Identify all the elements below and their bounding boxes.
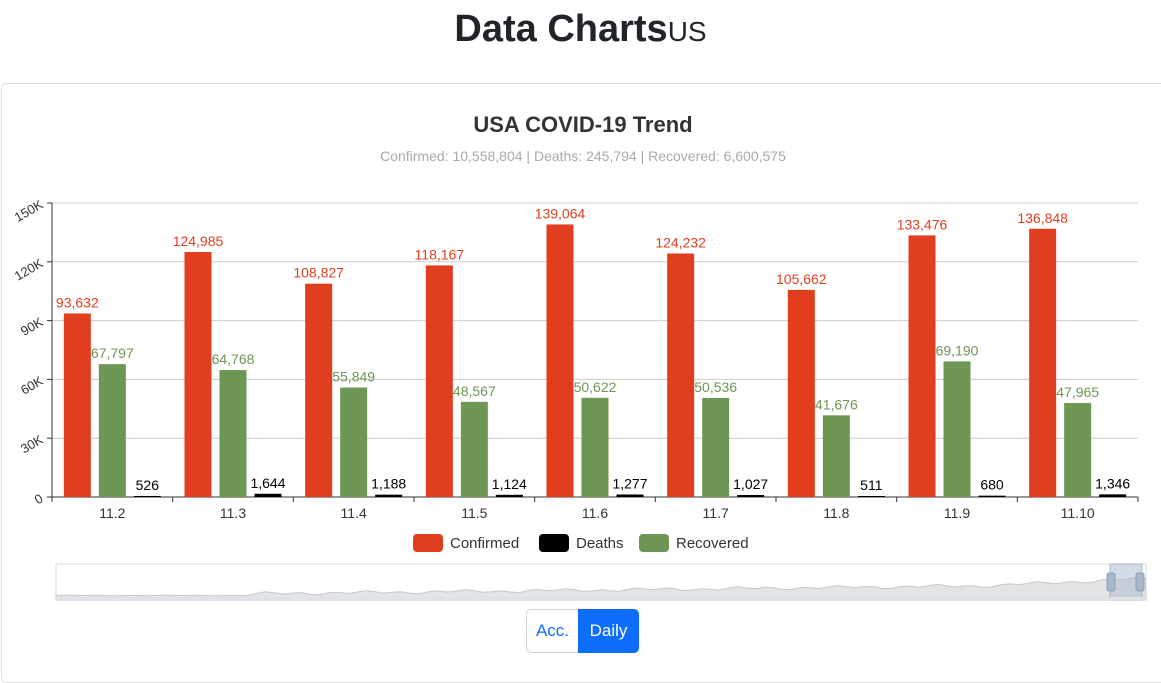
daily-button[interactable]: Daily	[578, 609, 639, 653]
x-tick-label: 11.9	[944, 505, 970, 521]
accumulated-button[interactable]: Acc.	[526, 609, 578, 653]
bar-recovered	[581, 397, 609, 497]
data-label-confirmed: 124,232	[655, 235, 706, 251]
legend-label-confirmed: Confirmed	[450, 535, 519, 552]
bar-confirmed	[184, 252, 212, 497]
data-label-recovered: 55,849	[332, 369, 375, 385]
y-tick-label: 150K	[12, 196, 46, 224]
y-tick-label: 90K	[18, 314, 46, 339]
bar-confirmed	[908, 235, 936, 498]
bar-recovered	[1064, 402, 1092, 497]
x-tick-label: 11.10	[1061, 505, 1095, 521]
page-subtitle: US	[667, 16, 707, 47]
bar-recovered	[98, 364, 126, 497]
datazoom-right-handle	[1135, 572, 1145, 592]
bar-confirmed	[787, 289, 815, 497]
data-label-confirmed: 93,632	[56, 294, 99, 310]
y-tick-label: 60K	[18, 373, 46, 398]
data-label-deaths: 1,027	[733, 476, 768, 492]
bar-confirmed	[63, 313, 91, 497]
x-tick-label: 11.4	[341, 505, 367, 521]
data-label-recovered: 50,622	[574, 379, 617, 395]
data-label-deaths: 1,188	[371, 476, 406, 492]
data-label-deaths: 1,644	[250, 475, 285, 491]
data-label-confirmed: 118,167	[415, 246, 465, 262]
x-tick-label: 11.3	[220, 505, 246, 521]
datazoom-left-handle	[1106, 572, 1116, 592]
legend-label-recovered: Recovered	[676, 535, 749, 552]
data-label-deaths: 1,277	[612, 475, 647, 491]
x-tick-label: 11.7	[703, 505, 729, 521]
x-tick-label: 11.8	[823, 505, 849, 521]
bar-confirmed	[305, 283, 333, 497]
legend-swatch-deaths	[539, 534, 569, 552]
datazoom-sparkline	[55, 576, 1147, 601]
bar-deaths	[616, 494, 644, 497]
bar-recovered	[943, 361, 971, 497]
y-tick-label: 0	[32, 491, 46, 508]
data-label-confirmed: 108,827	[293, 265, 344, 281]
bar-deaths	[133, 495, 161, 497]
bar-confirmed	[1029, 228, 1057, 497]
data-label-recovered: 64,768	[212, 351, 255, 367]
bar-confirmed	[546, 224, 574, 497]
bar-recovered	[702, 397, 730, 497]
data-label-confirmed: 124,985	[173, 233, 224, 249]
bar-deaths	[857, 495, 885, 497]
data-label-deaths: 526	[136, 477, 160, 493]
legend-swatch-confirmed	[413, 534, 443, 552]
bar-deaths	[254, 493, 282, 497]
data-label-deaths: 1,346	[1095, 475, 1130, 491]
datazoom-baseline	[56, 597, 1146, 600]
data-label-recovered: 50,536	[694, 379, 737, 395]
y-tick-label: 120K	[12, 255, 46, 283]
bar-recovered	[219, 370, 247, 497]
data-label-recovered: 48,567	[453, 383, 496, 399]
data-label-deaths: 680	[980, 477, 1004, 493]
chart-title: USA COVID-19 Trend	[473, 112, 692, 137]
covid-trend-chart: USA COVID-19 Trend Confirmed: 10,558,804 …	[12, 112, 1147, 601]
data-label-recovered: 47,965	[1056, 384, 1099, 400]
data-label-recovered: 41,676	[815, 396, 858, 412]
data-label-confirmed: 136,848	[1017, 210, 1068, 226]
bar-confirmed	[425, 265, 453, 497]
legend-label-deaths: Deaths	[576, 535, 624, 552]
bar-deaths	[495, 494, 523, 497]
bar-recovered	[460, 401, 488, 497]
bar-confirmed	[667, 253, 695, 497]
data-label-confirmed: 133,476	[897, 216, 948, 232]
x-tick-label: 11.6	[582, 505, 608, 521]
x-tick-label: 11.2	[99, 505, 125, 521]
page-title: Data Charts	[454, 8, 668, 50]
bar-deaths	[978, 495, 1006, 497]
data-label-recovered: 69,190	[936, 342, 979, 358]
bar-deaths	[1099, 494, 1127, 497]
chart-subtitle: Confirmed: 10,558,804 | Deaths: 245,794 …	[380, 148, 786, 164]
data-label-confirmed: 105,662	[776, 271, 827, 287]
legend-swatch-recovered	[639, 534, 669, 552]
data-label-recovered: 67,797	[91, 345, 134, 361]
view-toggle-group: Acc. Daily	[526, 609, 639, 653]
page-header: Data ChartsUS	[0, 8, 1161, 51]
y-tick-label: 30K	[18, 432, 46, 457]
bar-deaths	[375, 494, 403, 497]
bar-recovered	[340, 387, 368, 497]
data-label-confirmed: 139,064	[535, 205, 586, 221]
data-label-deaths: 511	[860, 477, 883, 493]
x-tick-label: 11.5	[461, 505, 487, 521]
bar-deaths	[737, 494, 765, 497]
data-label-deaths: 1,124	[492, 476, 527, 492]
bar-recovered	[822, 415, 850, 497]
